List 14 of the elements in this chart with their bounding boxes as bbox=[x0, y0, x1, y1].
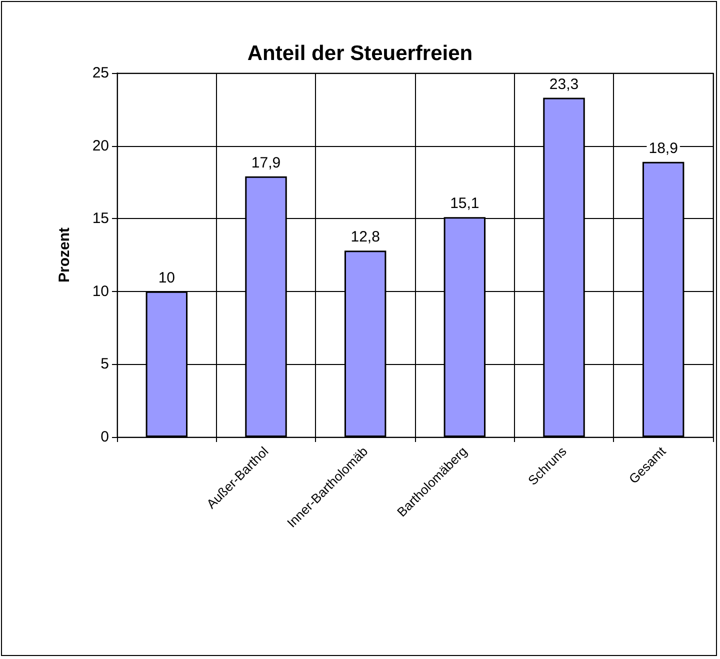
y-tick-label: 15 bbox=[92, 210, 109, 228]
y-tick-label: 0 bbox=[100, 428, 109, 446]
y-tick-label: 25 bbox=[92, 64, 109, 82]
y-axis-title: Prozent bbox=[56, 227, 73, 283]
data-label: 18,9 bbox=[648, 140, 678, 157]
y-tick-label: 5 bbox=[100, 356, 109, 373]
data-label: 15,1 bbox=[450, 195, 480, 212]
y-tick-label: 20 bbox=[92, 137, 109, 154]
data-label: 23,3 bbox=[549, 76, 579, 93]
chart-title: Anteil der Steuerfreien bbox=[247, 42, 473, 65]
data-label: 10 bbox=[158, 269, 176, 286]
data-label: 17,9 bbox=[251, 154, 281, 172]
data-label: 12,8 bbox=[350, 228, 380, 246]
y-tick-label: 10 bbox=[92, 282, 109, 300]
